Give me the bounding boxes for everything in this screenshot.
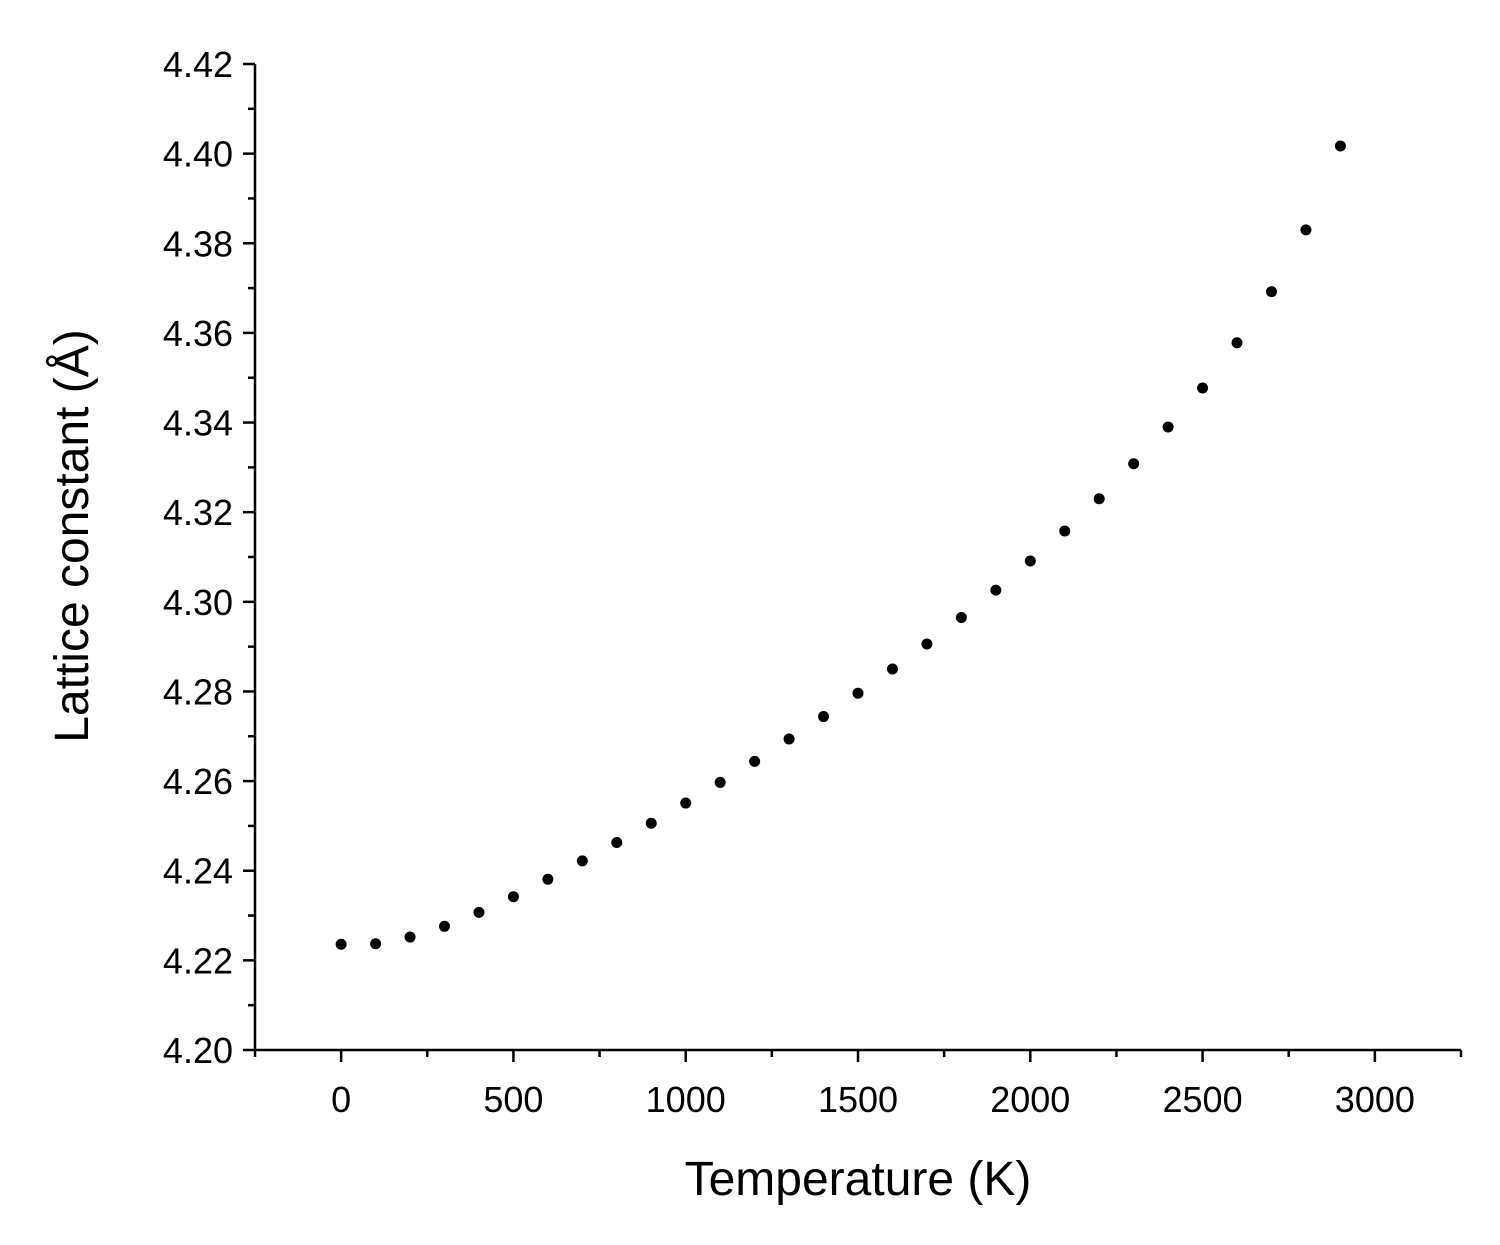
y-tick-label: 4.32 bbox=[163, 492, 233, 533]
data-point bbox=[1024, 555, 1036, 567]
x-tick-label: 2500 bbox=[1163, 1079, 1243, 1120]
y-tick-label: 4.30 bbox=[163, 582, 233, 623]
y-tick-label: 4.42 bbox=[163, 44, 233, 85]
y-tick-label: 4.24 bbox=[163, 851, 233, 892]
ticks: 0 500 1000 1500 2000 2500 3000 4.20 4.22 4.24 4.26… bbox=[163, 44, 1463, 1120]
data-point bbox=[852, 687, 864, 699]
x-axis-title: Temperature (K) bbox=[685, 1153, 1032, 1206]
data-point bbox=[370, 938, 382, 950]
data-point bbox=[955, 612, 967, 624]
data-point bbox=[783, 733, 795, 745]
data-point bbox=[921, 638, 933, 650]
data-point bbox=[1334, 140, 1346, 152]
data-point bbox=[1128, 458, 1140, 470]
data-point bbox=[1059, 525, 1071, 537]
x-tick-label: 1500 bbox=[818, 1079, 898, 1120]
data-point bbox=[576, 855, 588, 867]
data-point bbox=[1197, 382, 1209, 394]
y-tick-label: 4.34 bbox=[163, 403, 233, 444]
data-point bbox=[473, 906, 485, 918]
data-point bbox=[439, 920, 451, 932]
data-point bbox=[1231, 337, 1243, 349]
x-tick-label: 2000 bbox=[990, 1079, 1070, 1120]
data-point bbox=[335, 938, 347, 950]
data-point bbox=[714, 776, 726, 788]
data-point bbox=[507, 891, 519, 903]
data-point bbox=[1265, 286, 1277, 298]
data-point bbox=[990, 584, 1002, 596]
y-tick-label: 4.40 bbox=[163, 134, 233, 175]
data-point bbox=[1093, 493, 1105, 505]
y-tick-label: 4.26 bbox=[163, 761, 233, 802]
data-point bbox=[1162, 421, 1174, 433]
x-tick-label: 500 bbox=[483, 1079, 543, 1120]
x-tick-label: 3000 bbox=[1335, 1079, 1415, 1120]
data-point bbox=[886, 663, 898, 675]
data-point bbox=[1300, 224, 1312, 236]
x-tick-label: 1000 bbox=[646, 1079, 726, 1120]
y-tick-label: 4.22 bbox=[163, 940, 233, 981]
data-point bbox=[611, 836, 623, 848]
y-tick-label: 4.38 bbox=[163, 223, 233, 264]
data-point bbox=[749, 755, 761, 767]
y-tick-label: 4.36 bbox=[163, 313, 233, 354]
data-point bbox=[404, 931, 416, 943]
data-point bbox=[645, 817, 657, 829]
axes bbox=[253, 64, 1461, 1052]
y-axis-title: Lattice constant (Å) bbox=[46, 329, 99, 743]
data-point bbox=[818, 711, 830, 723]
data-point bbox=[542, 873, 554, 885]
data-points bbox=[335, 140, 1346, 950]
y-tick-label: 4.28 bbox=[163, 671, 233, 712]
x-tick-label: 0 bbox=[331, 1079, 351, 1120]
data-point bbox=[680, 797, 692, 809]
y-tick-label: 4.20 bbox=[163, 1030, 233, 1071]
